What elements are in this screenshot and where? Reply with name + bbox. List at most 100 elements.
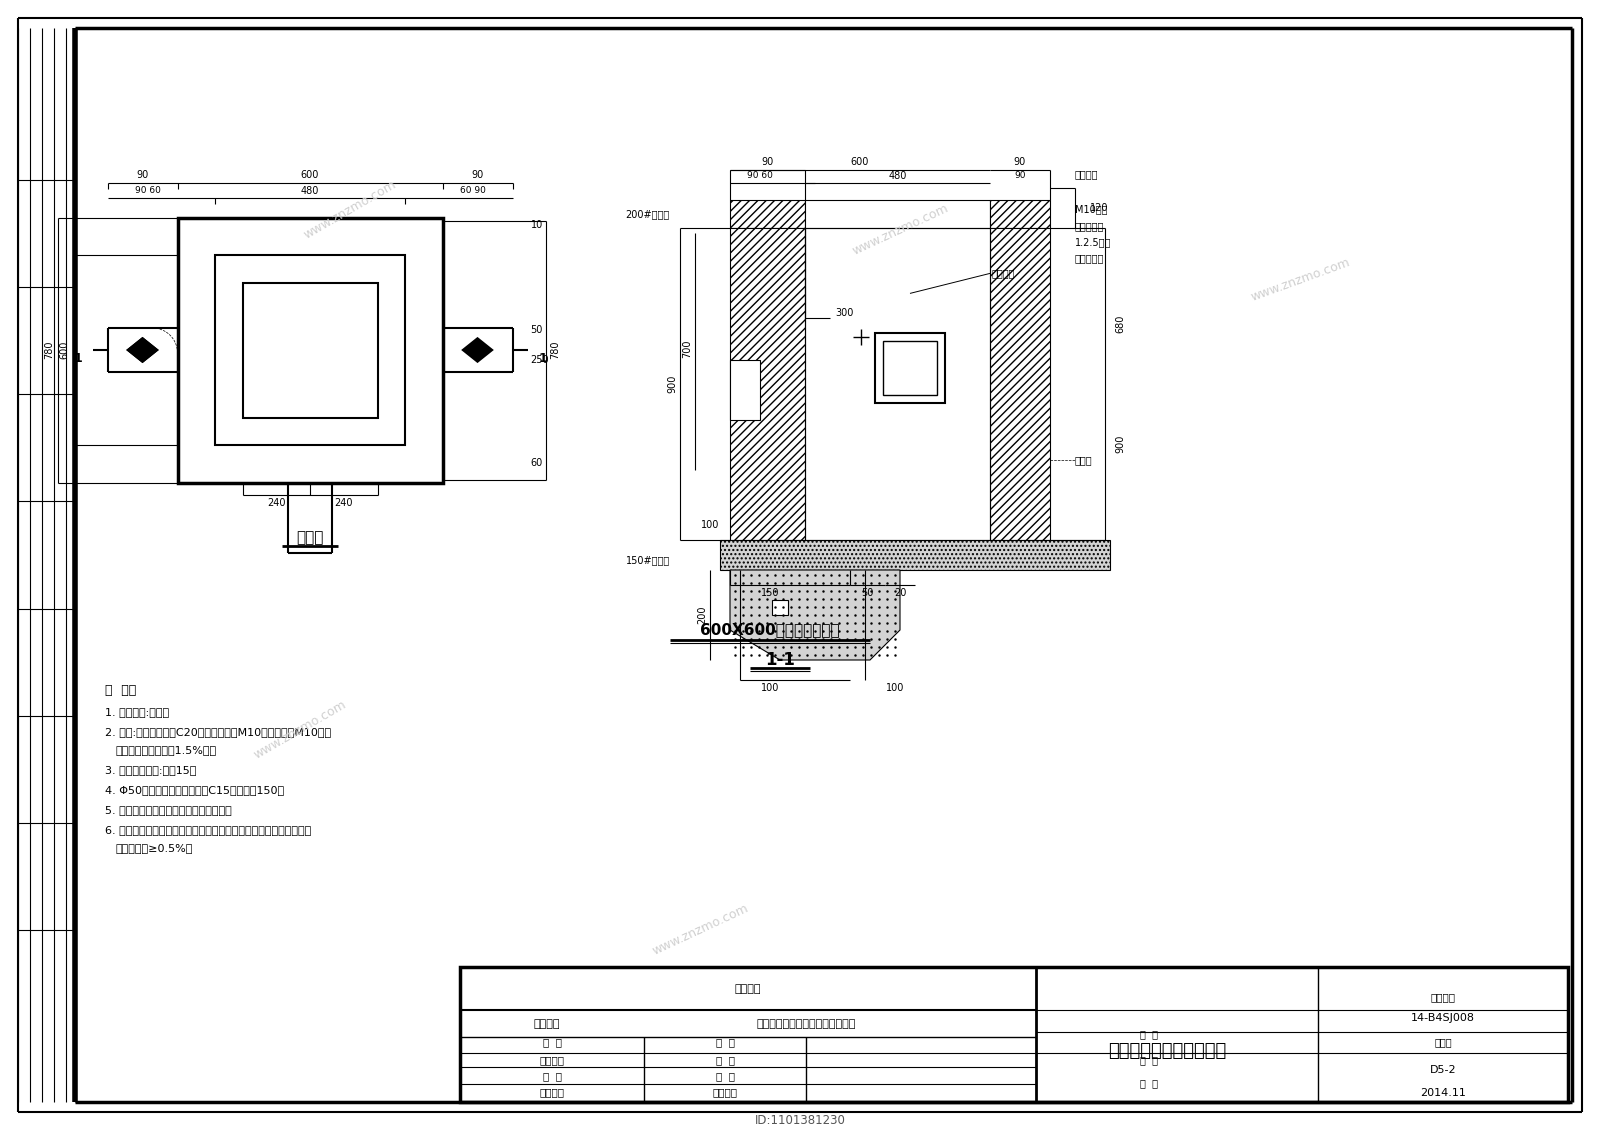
Text: 说  明：: 说 明：	[106, 684, 136, 696]
Text: 100: 100	[886, 683, 904, 693]
Text: 60: 60	[531, 458, 542, 468]
Text: www.znzmo.com: www.znzmo.com	[251, 698, 349, 762]
Text: www.znzmo.com: www.znzmo.com	[650, 902, 750, 958]
Text: 50: 50	[861, 588, 874, 598]
Text: 路灯手孔井大样图（二）: 路灯手孔井大样图（二）	[1107, 1042, 1226, 1060]
Text: 业务编号: 业务编号	[1430, 992, 1456, 1001]
Text: 校  对: 校 对	[715, 1037, 734, 1048]
Polygon shape	[730, 570, 899, 660]
Text: 砂浆砖抹面: 砂浆砖抹面	[1075, 253, 1104, 263]
Text: 建设单位: 建设单位	[734, 983, 762, 993]
Bar	[243, 282, 378, 417]
Text: 设  计: 设 计	[715, 1055, 734, 1066]
Text: 300: 300	[835, 308, 853, 319]
Text: 某镇工业路、内环路路灯安装工程: 某镇工业路、内环路路灯安装工程	[757, 1019, 856, 1028]
Text: 90 60: 90 60	[747, 172, 773, 181]
Text: 14-B4SJ008: 14-B4SJ008	[1411, 1014, 1475, 1024]
Text: 2014.11: 2014.11	[1421, 1087, 1466, 1097]
Text: 900: 900	[667, 375, 677, 393]
Text: 700: 700	[682, 340, 691, 358]
Text: 方案设计: 方案设计	[712, 1087, 738, 1097]
Text: 50: 50	[531, 325, 542, 334]
Text: 90: 90	[1014, 157, 1026, 167]
Text: 1: 1	[538, 351, 547, 365]
Text: 90: 90	[762, 157, 773, 167]
Text: 1-1: 1-1	[765, 651, 795, 669]
Text: www.znzmo.com: www.znzmo.com	[850, 202, 950, 258]
Text: 90 60: 90 60	[134, 186, 160, 195]
Text: 600: 600	[59, 341, 69, 359]
Bar	[990, 200, 1050, 228]
Text: 项目负责: 项目负责	[539, 1055, 565, 1066]
Text: 150: 150	[760, 588, 779, 598]
Text: 3. 砼保护层厚度:板为15。: 3. 砼保护层厚度:板为15。	[106, 765, 197, 775]
Bar	[178, 217, 443, 483]
Text: 1. 尺寸单位:毫米。: 1. 尺寸单位:毫米。	[106, 707, 170, 718]
Text: 90: 90	[472, 170, 483, 180]
Text: 平面图: 平面图	[296, 530, 323, 545]
Text: 2. 材料:砼强度等级为C20。砖井壁采用M10水泥砂浆砌M10砖，: 2. 材料:砼强度等级为C20。砖井壁采用M10水泥砂浆砌M10砖，	[106, 727, 331, 737]
Text: 审  定: 审 定	[542, 1037, 562, 1048]
Text: www.znzmo.com: www.znzmo.com	[301, 179, 398, 242]
Text: ID:1101381230: ID:1101381230	[755, 1113, 845, 1127]
Text: 900: 900	[1115, 435, 1125, 453]
Text: 780: 780	[550, 341, 560, 359]
Text: 150#混凝土: 150#混凝土	[626, 555, 670, 565]
Text: 5. 地基开挖后若遇软弱土层应进行处理。: 5. 地基开挖后若遇软弱土层应进行处理。	[106, 805, 232, 815]
Text: 砂浆砖砌体: 砂浆砖砌体	[1075, 221, 1104, 231]
Polygon shape	[128, 338, 157, 362]
Text: 200: 200	[698, 606, 707, 624]
Bar	[730, 228, 805, 540]
Text: 90: 90	[136, 170, 149, 180]
Text: 20: 20	[894, 588, 906, 598]
Text: 图  别: 图 别	[1139, 1029, 1158, 1040]
Bar	[730, 200, 805, 228]
Bar	[990, 228, 1050, 540]
Text: 680: 680	[1115, 315, 1125, 333]
Text: 日  期: 日 期	[1139, 1078, 1158, 1088]
Text: 780: 780	[45, 341, 54, 359]
Text: 240: 240	[267, 497, 285, 507]
Bar	[730, 360, 760, 420]
Text: 480: 480	[888, 171, 907, 181]
Text: 排水管坡度≥0.5%。: 排水管坡度≥0.5%。	[115, 843, 192, 853]
Bar	[883, 341, 938, 396]
Bar	[805, 228, 990, 540]
Text: 120: 120	[1090, 203, 1109, 212]
Text: 200#混凝土: 200#混凝土	[626, 209, 670, 219]
Polygon shape	[128, 338, 157, 362]
Text: 90: 90	[1014, 172, 1026, 181]
Text: 1.2.5水泥: 1.2.5水泥	[1075, 237, 1112, 247]
Bar	[214, 255, 405, 445]
Text: 240: 240	[334, 497, 354, 507]
Text: 600: 600	[301, 170, 318, 180]
Text: 250: 250	[531, 355, 549, 365]
Text: 480: 480	[301, 185, 318, 195]
Bar	[771, 600, 787, 615]
Text: 项目名称: 项目名称	[533, 1019, 560, 1028]
Text: 专业负责: 专业负责	[539, 1087, 565, 1097]
Bar	[875, 333, 946, 403]
Text: 6. 路灯井排水管就近接入雨水干管管检查井或街坊雨水支管连接井，: 6. 路灯井排水管就近接入雨水干管管检查井或街坊雨水支管连接井，	[106, 825, 312, 835]
Text: 支架穿钉: 支架穿钉	[1075, 170, 1099, 179]
Text: 井底和排水管方向刷1.5%坡。: 井底和排水管方向刷1.5%坡。	[115, 745, 216, 755]
Text: 拉力环: 拉力环	[1075, 455, 1093, 466]
Text: 600: 600	[851, 157, 869, 167]
Text: M10水泥: M10水泥	[1075, 205, 1107, 214]
Bar	[461, 967, 1568, 1102]
Text: www.znzmo.com: www.znzmo.com	[1248, 257, 1352, 304]
Text: 图  号: 图 号	[1139, 1055, 1158, 1066]
Text: 审  核: 审 核	[542, 1071, 562, 1081]
Text: 100: 100	[762, 683, 779, 693]
Text: 支架穿钉: 支架穿钉	[992, 269, 1016, 278]
Polygon shape	[462, 338, 493, 362]
Bar	[805, 200, 990, 228]
Text: 10: 10	[531, 220, 542, 231]
Bar	[720, 540, 1110, 570]
Text: 制  图: 制 图	[715, 1071, 734, 1081]
Text: 1: 1	[74, 351, 82, 365]
Text: 600X600三通路灯拉线井: 600X600三通路灯拉线井	[701, 623, 840, 637]
Text: 4. Φ50排水管插入砖墙部分做C15砼挡圈厚150。: 4. Φ50排水管插入砖墙部分做C15砼挡圈厚150。	[106, 785, 285, 796]
Text: D5-2: D5-2	[1430, 1064, 1456, 1075]
Text: 施工图: 施工图	[1434, 1037, 1451, 1048]
